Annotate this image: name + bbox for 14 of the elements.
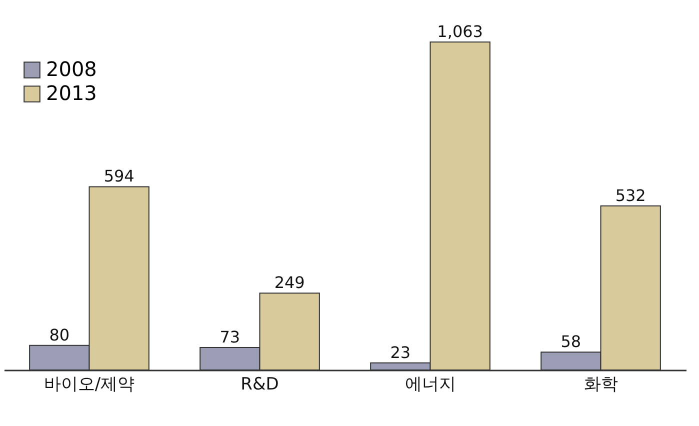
x-tick-label: R&D	[240, 374, 279, 394]
data-label: 249	[274, 273, 305, 292]
data-label: 80	[49, 325, 70, 344]
x-tick-label: 에너지	[404, 374, 456, 394]
legend-label: 2013	[46, 81, 97, 105]
data-label: 1,063	[437, 22, 483, 41]
data-label: 73	[220, 327, 240, 346]
data-label: 532	[615, 186, 646, 205]
x-tick-label: 화학	[584, 374, 618, 394]
data-label: 58	[560, 332, 582, 352]
x-tick-label: 바이오/제약	[44, 374, 135, 394]
legend-label: 2008	[46, 57, 97, 81]
data-label: 23	[390, 342, 411, 362]
data-label: 594	[104, 166, 134, 186]
